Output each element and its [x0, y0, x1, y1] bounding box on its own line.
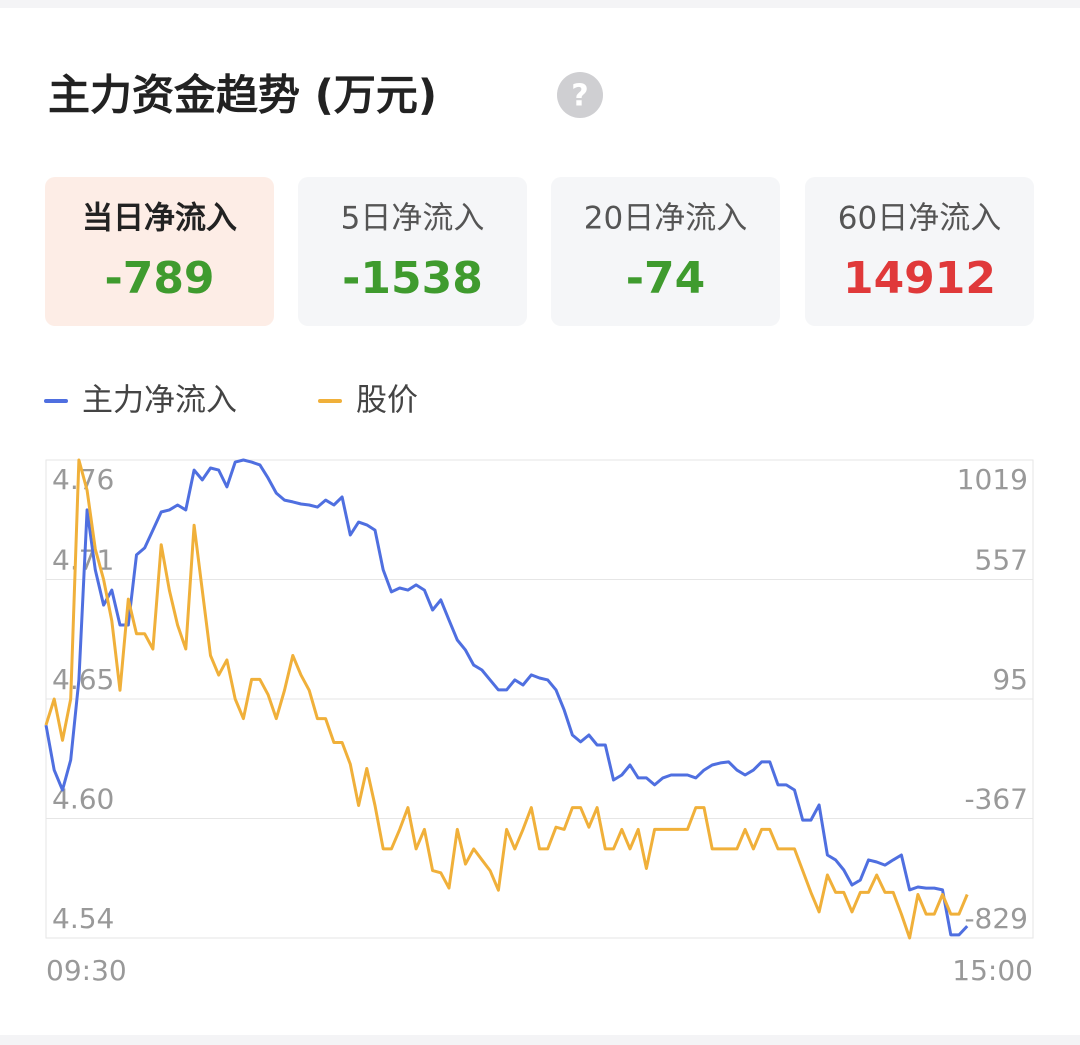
card-value: -74: [626, 253, 706, 304]
card-value: 14912: [843, 253, 996, 304]
card[interactable]: [45, 177, 274, 326]
y2-tick-label: 1019: [957, 463, 1028, 496]
bottom-strip: [0, 1035, 1080, 1045]
series-line: [44, 458, 969, 937]
card[interactable]: [551, 177, 780, 326]
top-strip: [0, 0, 1080, 8]
card-label: 5日净流入: [341, 201, 485, 237]
help-icon[interactable]: [557, 72, 603, 118]
card-label: 当日净流入: [82, 201, 237, 237]
series-line: [44, 458, 969, 940]
help-icon-glyph: ?: [571, 79, 588, 114]
y-tick-label: 4.54: [52, 902, 114, 935]
card[interactable]: [298, 177, 527, 326]
x-tick-label: 15:00: [952, 954, 1033, 987]
y2-tick-label: -367: [964, 783, 1028, 816]
legend: 主力净流入 股价: [44, 383, 418, 419]
legend-label: 股价: [356, 383, 418, 419]
y-tick-label: 4.65: [52, 663, 114, 696]
cards: 当日净流入 -789 5日净流入 -1538 20日净流入 -74 60日净流入 14912: [45, 177, 1034, 326]
y2-tick-label: 557: [975, 544, 1028, 577]
card[interactable]: [805, 177, 1034, 326]
y2-tick-label: -829: [964, 902, 1028, 935]
card-label: 20日净流入: [584, 201, 747, 237]
chart: 4.544.604.654.714.76-829-36795557101909:…: [44, 458, 1034, 987]
card-value: -1538: [342, 253, 483, 304]
card-label: 60日净流入: [838, 201, 1001, 237]
card-value: -789: [104, 253, 214, 304]
legend-label: 主力净流入: [82, 383, 237, 419]
title: 主力资金趋势 (万元): [48, 71, 437, 120]
x-tick-label: 09:30: [46, 954, 127, 987]
y2-tick-label: 95: [992, 663, 1028, 696]
